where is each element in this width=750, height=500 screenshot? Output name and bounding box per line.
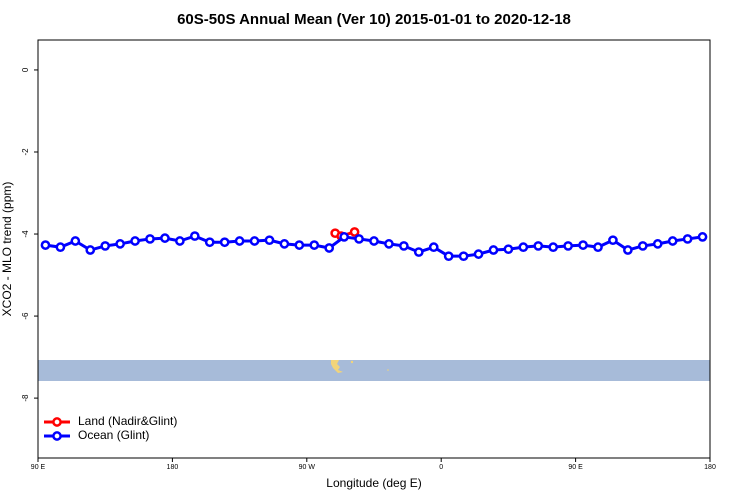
point bbox=[264, 235, 275, 246]
y-tick-label: 0 bbox=[21, 67, 30, 72]
x-tick-label: 90 E bbox=[568, 464, 583, 471]
point bbox=[458, 251, 469, 262]
legend-marker bbox=[52, 417, 62, 427]
x-tick-label: 0 bbox=[439, 464, 443, 471]
point bbox=[503, 244, 514, 255]
point bbox=[578, 240, 588, 250]
point bbox=[667, 236, 678, 246]
point bbox=[249, 236, 260, 246]
point bbox=[175, 236, 185, 246]
point bbox=[234, 236, 245, 246]
point bbox=[324, 243, 335, 253]
point bbox=[115, 239, 125, 249]
y-axis-label: XCO2 - MLO trend (ppm) bbox=[0, 182, 14, 317]
y-tick-label: -2 bbox=[21, 148, 30, 156]
land-patch bbox=[350, 360, 354, 364]
point bbox=[369, 236, 379, 246]
point bbox=[593, 242, 603, 253]
point bbox=[637, 241, 648, 251]
point bbox=[608, 235, 618, 246]
point bbox=[428, 242, 439, 253]
y-tick-label: -8 bbox=[21, 394, 30, 402]
point bbox=[40, 240, 51, 250]
point bbox=[349, 227, 360, 237]
legend-label: Land (Nadir&Glint) bbox=[78, 414, 177, 428]
x-tick-label: 180 bbox=[167, 464, 179, 471]
point bbox=[55, 242, 66, 253]
land-patch bbox=[331, 360, 343, 373]
point bbox=[294, 240, 305, 250]
point bbox=[682, 234, 693, 244]
point bbox=[697, 232, 708, 242]
point bbox=[652, 239, 663, 249]
x-axis-label: Longitude (deg E) bbox=[326, 476, 421, 490]
point bbox=[518, 242, 529, 253]
point bbox=[130, 236, 140, 246]
point bbox=[533, 241, 544, 251]
point bbox=[623, 245, 633, 255]
x-tick-label: 90 E bbox=[31, 464, 46, 471]
point bbox=[204, 237, 215, 248]
point bbox=[563, 241, 573, 251]
point bbox=[160, 233, 170, 243]
ocean-strip bbox=[38, 360, 710, 381]
y-tick-label: -4 bbox=[21, 230, 30, 238]
chart-title: 60S-50S Annual Mean (Ver 10) 2015-01-01 … bbox=[177, 11, 571, 28]
point bbox=[309, 240, 320, 250]
point bbox=[413, 247, 424, 257]
point bbox=[354, 234, 364, 244]
point bbox=[473, 249, 484, 259]
point bbox=[70, 236, 81, 246]
x-tick-label: 90 W bbox=[299, 464, 316, 471]
x-tick-label: 180 bbox=[704, 464, 716, 471]
plot-frame bbox=[37, 39, 711, 459]
point bbox=[548, 242, 559, 253]
point bbox=[85, 245, 96, 255]
point bbox=[189, 231, 200, 241]
point bbox=[443, 251, 454, 262]
legend-label: Ocean (Glint) bbox=[78, 428, 149, 442]
map-strip bbox=[38, 360, 710, 381]
point bbox=[279, 239, 290, 249]
point bbox=[145, 234, 155, 244]
point bbox=[100, 241, 111, 251]
point bbox=[488, 245, 499, 255]
point bbox=[339, 232, 349, 242]
point bbox=[384, 239, 394, 249]
point bbox=[399, 241, 409, 251]
legend-marker bbox=[52, 431, 62, 441]
land-patch bbox=[387, 369, 389, 371]
point bbox=[219, 237, 230, 248]
y-tick-label: -6 bbox=[21, 312, 30, 320]
